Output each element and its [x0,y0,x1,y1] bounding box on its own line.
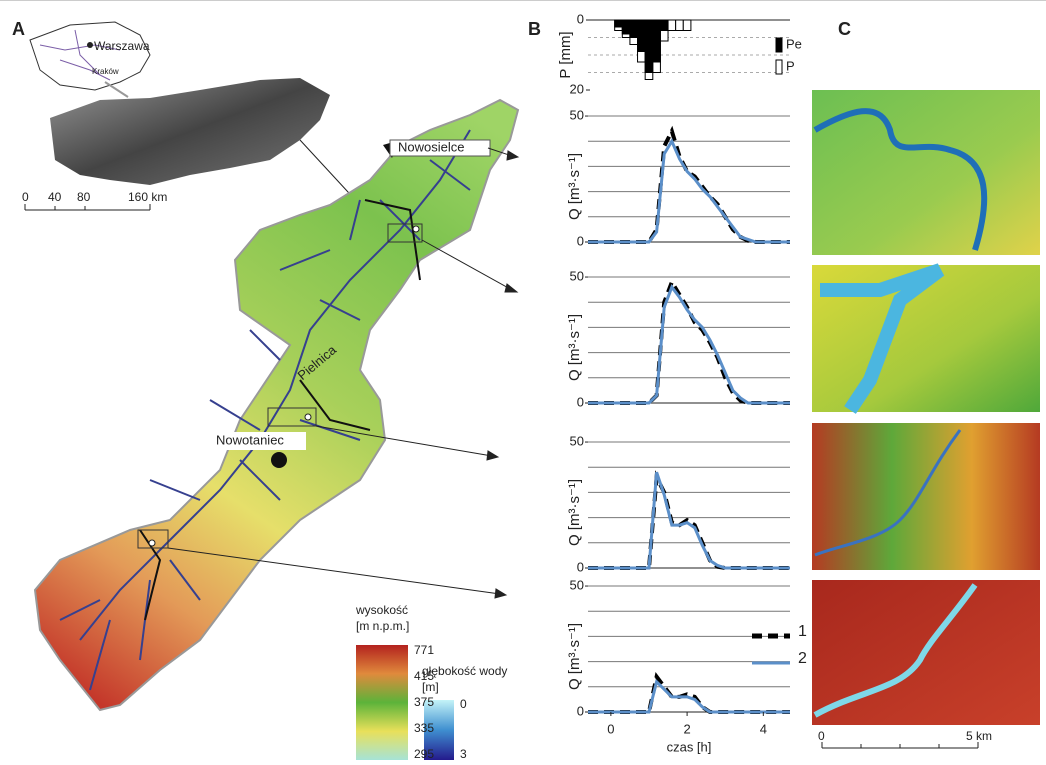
x-tick-label: 2 [683,721,690,736]
place-label: Nowosielce [398,139,464,154]
y-tick-label: 0 [577,11,584,26]
legend-unit: [m n.p.m.] [356,619,409,633]
scale-label: 5 km [966,729,992,743]
series-line [588,471,790,570]
dem-strip [50,78,330,185]
main-river [139,199,421,621]
panel-label: B [528,19,541,39]
legend-label: 415 [414,669,434,683]
bar [682,19,692,31]
legend-label: 771 [414,643,434,657]
inset-arrow [104,81,129,98]
panel-label: A [12,19,25,39]
scale-label: 80 [77,190,91,204]
town-marker [271,452,287,468]
scale-bar [24,204,151,211]
bar [637,19,646,52]
scale-label: 160 km [128,190,167,204]
city-label: Kraków [92,67,119,76]
bar [629,19,639,38]
streams [59,129,471,691]
y-axis-label: Q [m³·s⁻¹] [566,479,583,546]
series-line [588,137,790,244]
flood-river [814,429,962,557]
elevation-colorbar [356,645,408,760]
label-box [389,139,491,157]
label-box [212,432,306,450]
flood-river [813,583,978,718]
series-line [588,678,790,714]
y-tick-label: 50 [570,577,584,592]
poland-inset [29,21,151,91]
site-points [148,225,420,547]
legend-label: 3 [460,747,467,760]
y-tick-label: 0 [577,559,584,574]
legend-label: Pe [786,36,802,51]
bar [621,19,631,35]
y-tick-label: 0 [577,233,584,248]
y-axis-label: P [mm] [557,31,574,78]
y-axis-label: Q [m³·s⁻¹] [566,314,583,381]
panel-label: C [838,19,851,39]
y-tick-label: 50 [570,268,584,283]
y-tick-label: 0 [577,394,584,409]
bar [667,19,677,31]
legend-label: 335 [414,721,434,735]
flood-river [820,263,945,414]
x-tick-label: 0 [607,721,614,736]
x-tick-label: 4 [760,721,767,736]
y-tick-label: 0 [577,703,584,718]
bar [675,19,684,31]
arrows [167,147,520,599]
x-axis-label: czas [h] [667,739,712,754]
legend-label: P [786,58,795,73]
depth-colorbar [424,700,454,760]
bar [652,19,661,63]
legend-unit: [m] [422,680,439,694]
legend-swatch [775,37,783,53]
scale-label: 40 [48,190,62,204]
legend-label: 2 [798,650,807,667]
flood-map [812,423,1040,570]
scale-label: 0 [818,729,825,743]
scale-label: 0 [22,190,29,204]
bar [644,19,654,73]
flood-map [812,90,1040,255]
bar [614,19,623,28]
flood-river [813,108,988,251]
rivers-inset [39,29,121,81]
series-line [588,284,790,405]
study-sites [137,223,423,549]
city-marker [87,42,93,48]
legend-title: głębokość wody [422,664,507,678]
legend-label: 0 [460,697,467,711]
place-label: Nowotaniec [216,432,284,447]
y-tick-label: 20 [570,81,584,96]
bar [659,19,669,31]
y-axis-label: Q [m³·s⁻¹] [566,623,583,690]
city-label: Warszawa [94,39,150,53]
legend-swatch [775,59,783,75]
y-tick-label: 50 [570,107,584,122]
legend-label: 1 [798,623,807,640]
y-axis-label: Q [m³·s⁻¹] [566,153,583,220]
y-tick-label: 50 [570,433,584,448]
scale-bar [821,742,979,749]
legend-label: 375 [414,695,434,709]
legend-title: wysokość [355,603,408,617]
legend-label: 295 [414,747,434,760]
